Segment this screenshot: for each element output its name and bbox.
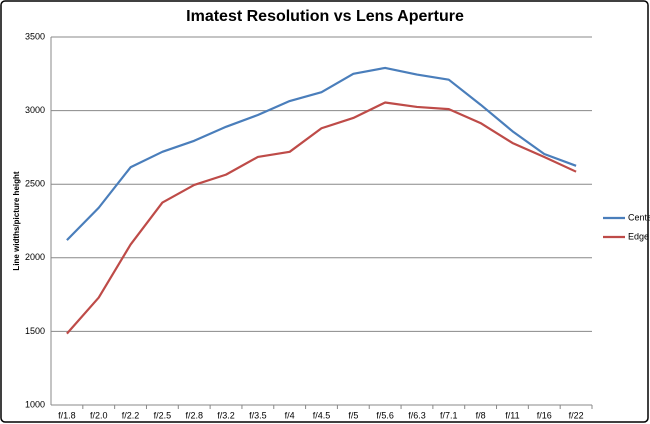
legend-label: Cente	[628, 212, 650, 222]
x-tick-label: f/11	[505, 410, 519, 420]
x-tick-label: f/2.2	[122, 410, 140, 420]
series-line	[66, 101, 577, 335]
series-line	[66, 66, 577, 241]
x-tick-label: f/2.0	[90, 410, 108, 420]
x-tick-label: f/3.2	[217, 410, 235, 420]
x-tick-label: f/5.6	[376, 410, 394, 420]
x-tick-label: f/2.5	[154, 410, 172, 420]
y-tick-label: 1000	[25, 399, 45, 409]
y-tick-label: 3000	[25, 105, 45, 115]
x-tick-label: f/4.5	[313, 410, 331, 420]
chart-title: Imatest Resolution vs Lens Aperture	[186, 8, 464, 25]
y-tick-label: 2000	[25, 252, 45, 262]
x-tick-label: f/16	[537, 410, 552, 420]
legend-label: Edge	[628, 231, 649, 241]
x-tick-label: f/3.5	[249, 410, 267, 420]
x-tick-label: f/6.3	[408, 410, 426, 420]
x-tick-label: f/22	[569, 410, 584, 420]
x-tick-label: f/1.8	[58, 410, 76, 420]
x-tick-label: f/4	[285, 410, 295, 420]
y-tick-label: 3500	[25, 31, 45, 41]
x-tick-label: f/2.8	[185, 410, 203, 420]
x-tick-label: f/7.1	[440, 410, 458, 420]
y-axis-label: Line widths/picture height	[12, 171, 21, 270]
y-tick-label: 2500	[25, 179, 45, 189]
x-tick-label: f/5	[348, 410, 358, 420]
y-tick-label: 1500	[25, 326, 45, 336]
x-tick-label: f/8	[476, 410, 486, 420]
